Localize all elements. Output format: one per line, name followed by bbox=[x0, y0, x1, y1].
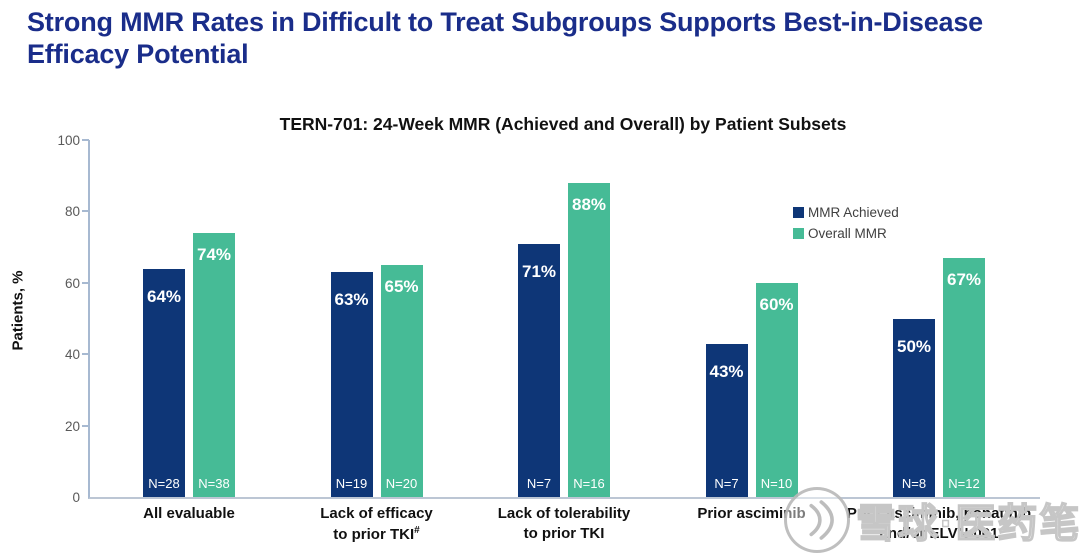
legend-label: Overall MMR bbox=[808, 226, 887, 241]
bar-overall-mmr: 65% N=20 bbox=[380, 264, 423, 497]
bar-n-label: N=38 bbox=[198, 476, 230, 491]
legend-label: MMR Achieved bbox=[808, 205, 899, 220]
bar-value-label: 65% bbox=[384, 276, 419, 296]
bar-overall-mmr: 74% N=38 bbox=[193, 232, 235, 497]
bar-value-label: 43% bbox=[709, 361, 744, 381]
x-category-label: Lack of tolerability to prior TKI bbox=[497, 505, 631, 542]
y-tick-label: 60 bbox=[64, 275, 80, 291]
bar-value-label: 50% bbox=[896, 336, 932, 356]
bar-n-label: N=12 bbox=[948, 476, 980, 491]
legend-swatch-icon bbox=[793, 207, 804, 218]
slide-title: Strong MMR Rates in Difficult to Treat S… bbox=[27, 7, 983, 70]
bar-value-label: 71% bbox=[521, 261, 557, 281]
bar-mmr-achieved: 43% N=7 bbox=[705, 343, 748, 497]
bar-value-label: 60% bbox=[759, 294, 794, 314]
bar-n-label: N=7 bbox=[714, 476, 739, 491]
bar-n-label: N=7 bbox=[526, 476, 552, 491]
bar-n-label: N=16 bbox=[573, 476, 605, 491]
y-tick-label: 80 bbox=[64, 204, 80, 220]
bar-mmr-achieved: 63% N=19 bbox=[330, 272, 373, 497]
bar-n-label: N=20 bbox=[385, 476, 418, 491]
bar-group-4: 43% N=7 60% N=10 bbox=[705, 282, 798, 497]
bar-value-label: 64% bbox=[146, 286, 182, 306]
bar-mmr-achieved: 64% N=28 bbox=[143, 268, 185, 497]
bar-group-2: 63% N=19 65% N=20 bbox=[330, 264, 423, 497]
plot-area: 0 20 40 60 80 100 64% N=28 74% N=38 63% N=19 65% N=2… bbox=[57, 133, 1040, 543]
bar-overall-mmr: 60% N=10 bbox=[755, 282, 798, 497]
bar-mmr-achieved: 50% N=8 bbox=[893, 318, 935, 497]
x-category-label: Prior asciminib bbox=[697, 505, 806, 522]
y-tick-mark bbox=[82, 281, 89, 284]
y-tick-label: 100 bbox=[57, 133, 80, 148]
x-category-label: All evaluable bbox=[143, 505, 235, 522]
x-category-label: Prior asciminib, ponatinib and/or ELVN-00… bbox=[846, 505, 1032, 542]
bar-n-label: N=28 bbox=[148, 476, 180, 491]
legend: MMR Achieved Overall MMR bbox=[793, 205, 899, 247]
bar-n-label: N=8 bbox=[901, 476, 927, 491]
legend-item: MMR Achieved bbox=[793, 205, 899, 220]
chart-title: TERN-701: 24-Week MMR (Achieved and Over… bbox=[279, 114, 847, 134]
bar-value-label: 67% bbox=[946, 269, 982, 289]
bar-n-label: N=10 bbox=[760, 476, 793, 491]
y-tick-label: 40 bbox=[64, 347, 80, 363]
legend-item: Overall MMR bbox=[793, 226, 899, 241]
bar-group-5: 50% N=8 67% N=12 bbox=[893, 257, 985, 497]
y-tick-mark bbox=[82, 139, 89, 141]
bar-group-3: 71% N=7 88% N=16 bbox=[518, 182, 610, 497]
y-tick-label: 0 bbox=[72, 490, 80, 505]
bar-value-label: 88% bbox=[571, 194, 607, 214]
y-tick-mark bbox=[82, 210, 89, 213]
y-tick-mark bbox=[82, 424, 89, 427]
y-axis-title: Patients, % bbox=[9, 270, 27, 351]
x-category-label: Lack of efficacy to prior TKI# bbox=[320, 505, 433, 543]
y-tick-mark bbox=[82, 353, 89, 356]
bar-n-label: N=19 bbox=[335, 476, 368, 491]
bar-value-label: 63% bbox=[334, 290, 369, 310]
y-tick-label: 20 bbox=[64, 418, 80, 434]
bar-value-label: 74% bbox=[196, 244, 232, 264]
bar-group-1: 64% N=28 74% N=38 bbox=[143, 232, 235, 497]
bar-overall-mmr: 67% N=12 bbox=[943, 257, 985, 497]
bar-overall-mmr: 88% N=16 bbox=[568, 182, 610, 497]
legend-swatch-icon bbox=[793, 228, 804, 239]
bar-mmr-achieved: 71% N=7 bbox=[518, 243, 560, 497]
